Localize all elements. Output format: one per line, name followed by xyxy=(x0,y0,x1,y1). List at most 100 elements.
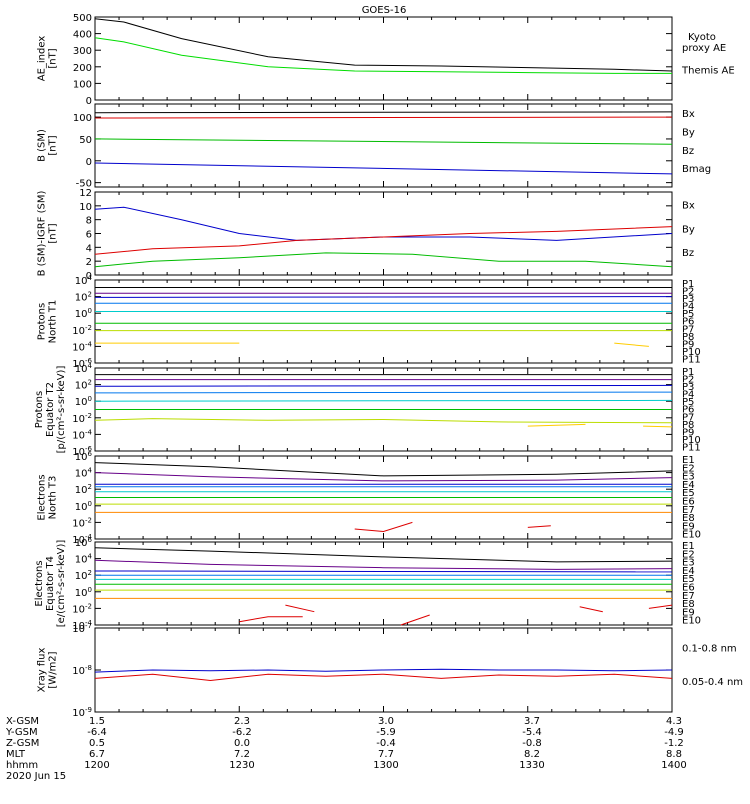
series-line xyxy=(94,18,673,72)
series-line xyxy=(94,226,673,255)
footer-row-label: X-GSM xyxy=(6,716,39,727)
y-tick-label: 10-6 xyxy=(72,357,92,370)
y-tick-label: 10-4 xyxy=(72,619,92,632)
legend-entry: P1 xyxy=(682,367,694,378)
footer-row-value: -6.2 xyxy=(232,727,252,738)
legend-entry: P2 xyxy=(682,287,694,298)
y-tick-label: 104 xyxy=(75,553,93,566)
legend-entry: Themis AE xyxy=(681,65,735,76)
legend-entry: P4 xyxy=(682,390,694,401)
legend-entry: P11 xyxy=(682,442,701,453)
y-tick-label: 10-6 xyxy=(72,445,92,458)
legend-entry: P6 xyxy=(682,317,694,328)
y-tick-label: 200 xyxy=(73,63,92,74)
y-tick-label: 106 xyxy=(75,536,93,549)
footer-row-label: Z-GSM xyxy=(6,738,39,749)
legend-entry: E2 xyxy=(682,463,695,474)
footer-row-value: 1300 xyxy=(373,760,398,771)
y-tick-label: 10-7 xyxy=(72,622,92,635)
legend-entry: P10 xyxy=(682,347,701,358)
y-axis-label: North T3 xyxy=(48,476,59,520)
series-line xyxy=(94,296,673,298)
y-tick-label: 6 xyxy=(86,230,92,241)
series-line xyxy=(94,138,673,145)
y-tick-label: 500 xyxy=(73,13,92,24)
series-line xyxy=(94,116,673,119)
legend-entry: P10 xyxy=(682,435,701,446)
legend-entry: P5 xyxy=(682,309,694,320)
footer-row-value: 3.7 xyxy=(524,716,540,727)
series-line xyxy=(285,604,315,613)
legend-entry: Bx xyxy=(682,109,695,120)
y-axis-label: [nT] xyxy=(48,135,59,155)
legend-entry: E7 xyxy=(682,505,695,516)
y-tick-label: 300 xyxy=(73,46,92,57)
y-axis-label: Electrons xyxy=(37,474,48,520)
y-tick-label: -50 xyxy=(76,179,92,190)
footer-row-value: 8.8 xyxy=(666,749,682,760)
series-line xyxy=(94,399,673,402)
legend-entry: E9 xyxy=(682,607,695,618)
y-tick-label: 10-8 xyxy=(72,664,92,677)
series-line xyxy=(94,111,673,114)
legend-entry: P6 xyxy=(682,405,694,416)
y-tick-label: 10-2 xyxy=(72,516,92,529)
y-tick-label: 102 xyxy=(75,483,92,496)
footer-row-value: 1200 xyxy=(84,760,109,771)
footer-row-value: -1.2 xyxy=(664,738,684,749)
y-tick-label: 102 xyxy=(75,569,92,582)
plot-title: GOES-16 xyxy=(362,5,407,16)
legend-entry: P1 xyxy=(682,279,694,290)
footer-row-value: -5.4 xyxy=(522,727,542,738)
footer-row-value: 1.5 xyxy=(89,716,105,727)
footer-row-value: 8.2 xyxy=(524,749,540,760)
y-tick-label: 0 xyxy=(86,157,92,168)
legend-entry: P2 xyxy=(682,375,694,386)
y-tick-label: 10-4 xyxy=(72,428,92,441)
footer-row-value: -4.9 xyxy=(664,727,684,738)
y-tick-label: 10-2 xyxy=(72,412,92,425)
legend-entry: Kyoto xyxy=(688,32,716,43)
series-line xyxy=(94,162,673,175)
legend-entry: E5 xyxy=(682,574,695,585)
series-line xyxy=(239,616,303,623)
panel-frame xyxy=(94,103,673,188)
legend-entry: E8 xyxy=(682,513,695,524)
legend-entry: P5 xyxy=(682,397,694,408)
series-line xyxy=(94,384,673,387)
legend-entry: E1 xyxy=(682,455,695,466)
series-line xyxy=(94,252,673,268)
y-tick-label: 8 xyxy=(86,216,92,227)
series-line xyxy=(400,614,430,626)
y-tick-label: 400 xyxy=(73,30,92,41)
y-axis-label: B (SM) xyxy=(37,129,48,162)
legend-entry: P8 xyxy=(682,420,694,431)
series-line xyxy=(94,559,673,570)
footer-date: 2020 Jun 15 xyxy=(6,771,66,782)
footer-row-value: 2.3 xyxy=(234,716,250,727)
y-tick-label: 2 xyxy=(86,257,92,268)
legend-entry: E6 xyxy=(682,583,695,594)
legend-entry: E3 xyxy=(682,558,695,569)
y-axis-label: B (SM)-IGRF (SM) xyxy=(37,191,48,277)
series-line xyxy=(94,462,673,477)
series-line xyxy=(94,391,673,394)
series-line xyxy=(94,418,673,424)
panel-frame xyxy=(94,16,673,101)
series-line xyxy=(579,606,603,613)
y-axis-label: [nT] xyxy=(48,48,59,68)
legend-entry: P3 xyxy=(682,294,694,305)
legend-entry: P7 xyxy=(682,412,694,423)
y-axis-label: Protons xyxy=(34,391,45,428)
legend-entry: E2 xyxy=(682,549,695,560)
y-tick-label: 4 xyxy=(86,243,92,254)
series-line xyxy=(94,472,673,482)
legend-entry: P11 xyxy=(682,354,701,365)
legend-entry: Bz xyxy=(682,248,694,259)
series-line xyxy=(94,668,673,673)
series-line xyxy=(94,206,673,241)
y-axis-label: [p/(cm²-s-sr-keV)] xyxy=(56,366,67,454)
footer-row-value: -0.8 xyxy=(522,738,542,749)
legend-entry: proxy AE xyxy=(682,43,726,54)
